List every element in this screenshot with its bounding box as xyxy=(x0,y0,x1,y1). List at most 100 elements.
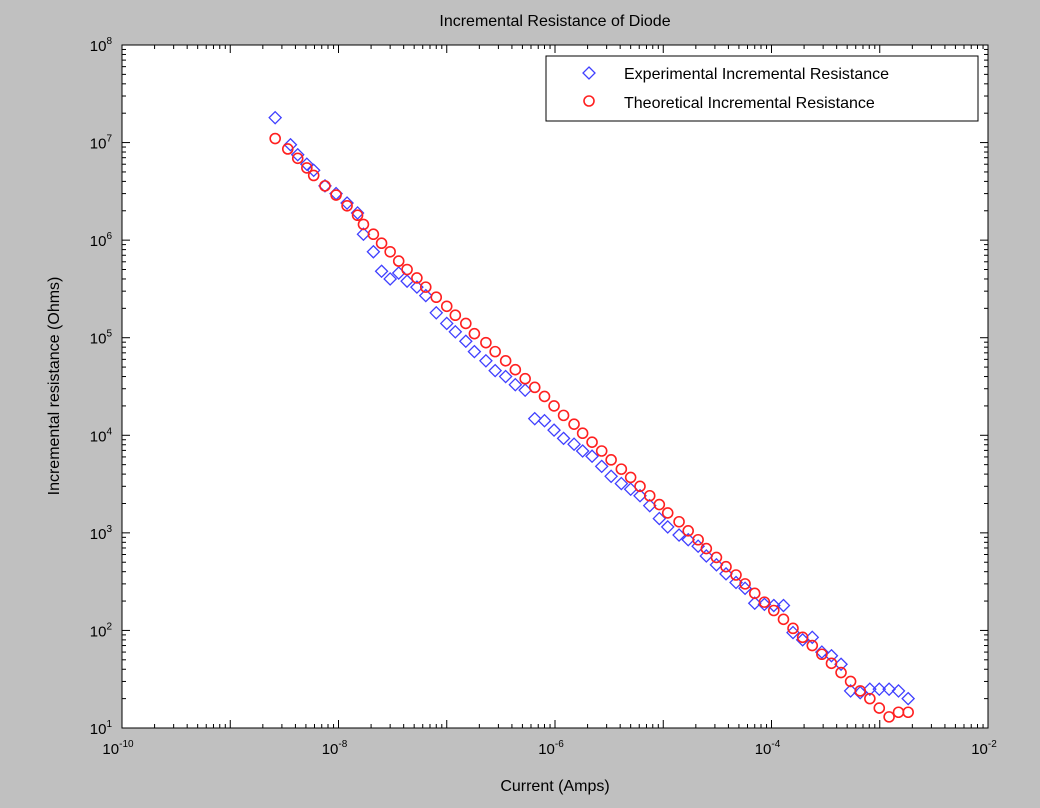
theoretical-point xyxy=(319,180,331,192)
theoretical-point xyxy=(576,427,589,440)
theoretical-point xyxy=(787,622,799,635)
y-tick-label: 103 xyxy=(90,524,113,543)
theoretical-point xyxy=(419,281,432,293)
theoretical-point xyxy=(767,604,780,617)
theoretical-point xyxy=(825,657,838,670)
theoretical-point xyxy=(351,209,364,222)
x-tick-label: 10-8 xyxy=(322,739,348,758)
experimental-point xyxy=(498,369,513,384)
theoretical-point xyxy=(661,507,674,519)
theoretical-point xyxy=(548,400,560,412)
theoretical-point xyxy=(883,711,895,723)
x-tick-label: 10-2 xyxy=(971,739,997,758)
theoretical-point xyxy=(499,354,512,367)
theoretical-point xyxy=(375,237,388,250)
theoretical-point xyxy=(624,471,637,484)
experimental-point xyxy=(478,353,493,368)
theoretical-point xyxy=(330,189,342,201)
experimental-point xyxy=(699,549,714,563)
experimental-point xyxy=(776,598,791,613)
theoretical-point xyxy=(281,143,294,155)
legend-diamond-marker xyxy=(582,66,596,80)
y-tick-label: 104 xyxy=(90,426,113,445)
experimental-point xyxy=(660,520,675,534)
experimental-point xyxy=(366,244,381,259)
theoretical-point xyxy=(844,675,857,688)
theoretical-point xyxy=(557,409,570,422)
theoretical-point xyxy=(269,132,281,145)
theoretical-point xyxy=(748,587,761,600)
experimental-point xyxy=(633,488,647,503)
experimental-point xyxy=(853,685,868,700)
experimental-point xyxy=(429,305,444,320)
theoretical-point xyxy=(301,162,313,174)
experimental-point xyxy=(374,264,389,279)
theoretical-point xyxy=(653,498,666,511)
theoretical-point xyxy=(384,245,396,258)
tick-marks xyxy=(121,45,988,729)
theoretical-point xyxy=(392,255,405,267)
theoretical-point xyxy=(605,454,617,466)
experimental-point xyxy=(757,597,772,612)
theoretical-point xyxy=(440,300,453,313)
theoretical-point xyxy=(720,560,732,573)
theoretical-point xyxy=(777,613,790,626)
experimental-point xyxy=(356,227,371,242)
theoretical-point xyxy=(864,692,876,705)
experimental-point xyxy=(268,110,283,125)
series-theoretical xyxy=(269,132,914,723)
y-tick-label: 107 xyxy=(90,134,113,153)
y-axis-label: Incremental resistance (Ohms) xyxy=(46,277,63,496)
theoretical-point xyxy=(401,263,413,276)
theoretical-point xyxy=(430,291,443,304)
theoretical-point xyxy=(509,363,522,376)
theoretical-point xyxy=(835,666,847,679)
theoretical-point xyxy=(291,152,304,165)
theoretical-point xyxy=(730,569,742,581)
experimental-point xyxy=(719,566,733,581)
theoretical-point xyxy=(411,272,423,284)
theoretical-point xyxy=(643,489,656,502)
theoretical-point xyxy=(682,524,694,537)
theoretical-point xyxy=(357,218,370,231)
theoretical-point xyxy=(595,445,608,457)
experimental-point xyxy=(872,682,887,697)
theoretical-point xyxy=(758,596,771,608)
theoretical-point xyxy=(568,418,580,430)
theoretical-point xyxy=(489,345,501,358)
theoretical-point xyxy=(586,436,598,448)
experimental-point xyxy=(585,449,599,464)
experimental-point xyxy=(567,437,581,452)
experimental-point xyxy=(290,147,305,162)
theoretical-point xyxy=(739,578,751,590)
legend-box xyxy=(545,55,979,122)
experimental-point xyxy=(547,423,561,438)
data-points xyxy=(268,110,916,723)
theoretical-point xyxy=(806,639,819,652)
theoretical-point xyxy=(796,631,809,644)
theoretical-point xyxy=(468,327,481,340)
experimental-point xyxy=(527,411,542,426)
experimental-point xyxy=(439,316,454,331)
y-tick-label: 101 xyxy=(90,719,113,738)
experimental-point xyxy=(283,137,298,152)
x-tick-label: 10-6 xyxy=(538,739,564,758)
experimental-point xyxy=(729,575,743,590)
legend: Experimental Incremental Resistance Theo… xyxy=(545,55,979,122)
theoretical-point xyxy=(480,336,492,349)
theoretical-point xyxy=(700,542,713,555)
experimental-point xyxy=(306,163,321,178)
series-experimental xyxy=(268,110,916,706)
theoretical-point xyxy=(460,317,472,330)
theoretical-point xyxy=(519,372,531,385)
y-tick-label: 105 xyxy=(90,329,113,348)
experimental-point xyxy=(383,272,398,286)
x-tick-label: 10-10 xyxy=(102,739,134,758)
experimental-point xyxy=(891,683,906,698)
theoretical-point xyxy=(873,702,886,714)
experimental-point xyxy=(691,539,706,554)
experimental-point xyxy=(681,532,696,547)
plot-area xyxy=(122,45,988,728)
